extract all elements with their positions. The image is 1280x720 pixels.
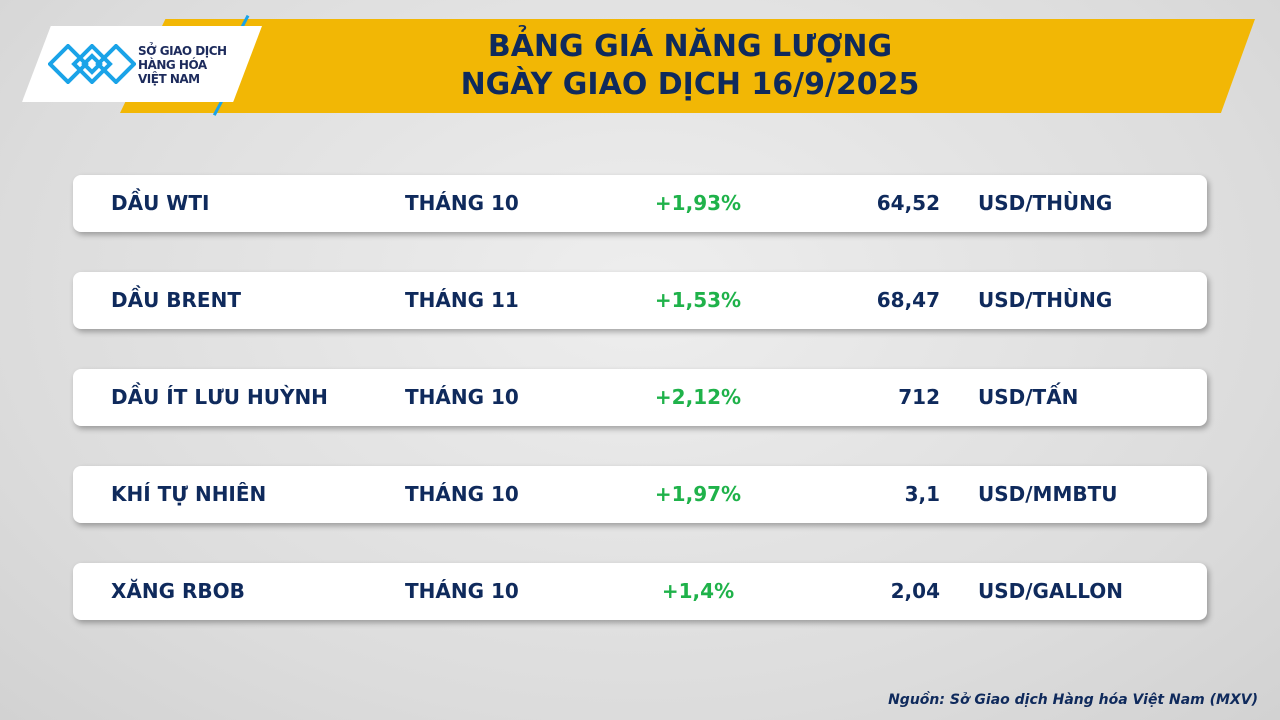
- price-unit: USD/THÙNG: [978, 288, 1113, 312]
- commodity-name: DẦU WTI: [111, 191, 210, 215]
- price-change: +1,97%: [654, 482, 742, 506]
- logo-text: SỞ GIAO DỊCH: [138, 44, 227, 58]
- price-unit: USD/MMBTU: [978, 482, 1118, 506]
- commodity-name: KHÍ TỰ NHIÊN: [111, 482, 267, 506]
- price-change: +2,12%: [654, 385, 742, 409]
- contract-month: THÁNG 10: [405, 385, 519, 409]
- logo-text: VIỆT NAM: [138, 72, 200, 86]
- price-row: DẦU ÍT LƯU HUỲNH THÁNG 10 +2,12% 712 USD/TẤN: [73, 369, 1207, 426]
- contract-month: THÁNG 10: [405, 191, 519, 215]
- logo-mark-icon: [48, 44, 136, 84]
- contract-month: THÁNG 10: [405, 579, 519, 603]
- logo-text: HÀNG HÓA: [138, 58, 207, 72]
- source-note: Nguồn: Sở Giao dịch Hàng hóa Việt Nam (M…: [888, 692, 1258, 708]
- title-line1: BẢNG GIÁ NĂNG LƯỢNG: [487, 29, 893, 64]
- logo: SỞ GIAO DỊCH HÀNG HÓA VIỆT NAM: [22, 26, 262, 102]
- price-change: +1,4%: [661, 579, 735, 603]
- commodity-name: XĂNG RBOB: [111, 579, 245, 603]
- commodity-name: DẦU BRENT: [111, 288, 241, 312]
- price-change: +1,93%: [654, 191, 742, 215]
- price-change: +1,53%: [654, 288, 742, 312]
- price-unit: USD/GALLON: [978, 579, 1123, 603]
- price-value: 64,52: [876, 191, 940, 215]
- price-value: 712: [898, 385, 940, 409]
- header-banner: [120, 19, 1255, 113]
- commodity-name: DẦU ÍT LƯU HUỲNH: [111, 385, 328, 409]
- price-row: DẦU WTI THÁNG 10 +1,93% 64,52 USD/THÙNG: [73, 175, 1207, 232]
- price-row: DẦU BRENT THÁNG 11 +1,53% 68,47 USD/THÙNG: [73, 272, 1207, 329]
- price-row: KHÍ TỰ NHIÊN THÁNG 10 +1,97% 3,1 USD/MMBTU: [73, 466, 1207, 523]
- price-unit: USD/TẤN: [978, 385, 1079, 409]
- price-value: 3,1: [904, 482, 940, 506]
- price-unit: USD/THÙNG: [978, 191, 1113, 215]
- contract-month: THÁNG 11: [405, 288, 519, 312]
- title-line2: NGÀY GIAO DỊCH 16/9/2025: [460, 67, 920, 102]
- price-value: 2,04: [890, 579, 940, 603]
- price-value: 68,47: [876, 288, 940, 312]
- contract-month: THÁNG 10: [405, 482, 519, 506]
- page-title: BẢNG GIÁ NĂNG LƯỢNG NGÀY GIAO DỊCH 16/9/…: [330, 28, 1050, 104]
- price-row: XĂNG RBOB THÁNG 10 +1,4% 2,04 USD/GALLON: [73, 563, 1207, 620]
